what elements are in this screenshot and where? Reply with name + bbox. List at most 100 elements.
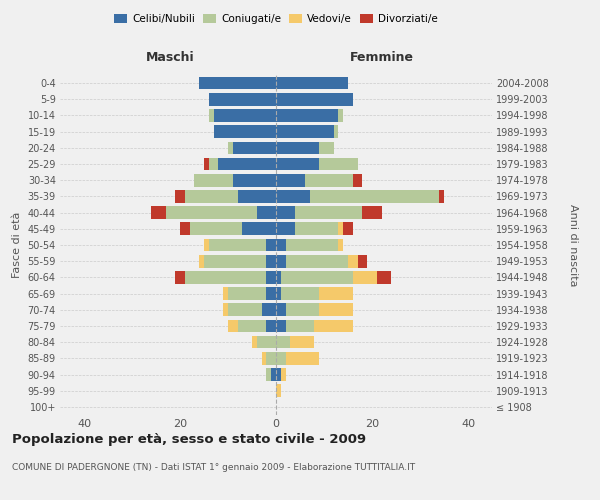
Bar [276, 190, 439, 202]
Bar [199, 77, 276, 90]
Bar [276, 109, 338, 122]
Bar [228, 142, 276, 154]
Bar [199, 255, 276, 268]
Bar [276, 206, 362, 219]
Bar [276, 77, 348, 90]
Bar [276, 352, 319, 364]
Bar [276, 222, 338, 235]
Bar [276, 320, 314, 332]
Bar [276, 126, 338, 138]
Bar [175, 271, 276, 283]
Bar [276, 368, 281, 381]
Bar [276, 206, 382, 219]
Bar [209, 109, 276, 122]
Bar [194, 174, 276, 186]
Bar [204, 238, 276, 252]
Bar [276, 206, 295, 219]
Bar [209, 158, 276, 170]
Bar [276, 320, 353, 332]
Bar [209, 93, 276, 106]
Bar [166, 206, 276, 219]
Bar [266, 368, 276, 381]
Bar [276, 158, 319, 170]
Text: COMUNE DI PADERGNONE (TN) - Dati ISTAT 1° gennaio 2009 - Elaborazione TUTTITALIA: COMUNE DI PADERGNONE (TN) - Dati ISTAT 1… [12, 463, 415, 472]
Bar [276, 142, 319, 154]
Bar [276, 77, 348, 90]
Bar [276, 271, 377, 283]
Bar [276, 93, 353, 106]
Bar [276, 271, 391, 283]
Bar [204, 238, 276, 252]
Bar [276, 190, 310, 202]
Bar [209, 93, 276, 106]
Bar [276, 255, 358, 268]
Bar [276, 142, 334, 154]
Bar [276, 255, 348, 268]
Bar [276, 126, 338, 138]
Bar [276, 174, 362, 186]
Bar [262, 352, 276, 364]
Bar [228, 142, 276, 154]
Bar [276, 336, 314, 348]
Bar [194, 174, 276, 186]
Bar [238, 320, 276, 332]
Bar [276, 288, 319, 300]
Bar [209, 158, 276, 170]
Bar [276, 255, 367, 268]
Bar [194, 174, 276, 186]
Bar [204, 158, 276, 170]
Bar [276, 190, 444, 202]
Bar [209, 109, 276, 122]
Bar [276, 174, 353, 186]
Bar [238, 190, 276, 202]
Bar [214, 109, 276, 122]
Bar [223, 288, 276, 300]
Bar [199, 255, 276, 268]
Bar [276, 304, 286, 316]
Bar [276, 190, 439, 202]
Bar [204, 255, 276, 268]
Text: Popolazione per età, sesso e stato civile - 2009: Popolazione per età, sesso e stato civil… [12, 432, 366, 446]
Bar [276, 288, 353, 300]
Text: Maschi: Maschi [146, 50, 195, 64]
Bar [180, 222, 276, 235]
Bar [214, 126, 276, 138]
Bar [185, 271, 276, 283]
Bar [233, 142, 276, 154]
Bar [166, 206, 276, 219]
Bar [228, 320, 276, 332]
Bar [276, 368, 281, 381]
Y-axis label: Fasce di età: Fasce di età [12, 212, 22, 278]
Bar [276, 174, 353, 186]
Bar [228, 320, 276, 332]
Bar [276, 77, 348, 90]
Bar [214, 126, 276, 138]
Bar [276, 93, 353, 106]
Bar [276, 222, 343, 235]
Bar [185, 190, 276, 202]
Bar [223, 304, 276, 316]
Bar [276, 222, 295, 235]
Bar [276, 93, 353, 106]
Bar [190, 222, 276, 235]
Bar [276, 304, 319, 316]
Bar [185, 190, 276, 202]
Bar [199, 77, 276, 90]
Bar [276, 142, 334, 154]
Bar [266, 288, 276, 300]
Bar [151, 206, 276, 219]
Bar [218, 158, 276, 170]
Bar [276, 384, 281, 397]
Bar [223, 304, 276, 316]
Bar [276, 304, 353, 316]
Bar [276, 352, 286, 364]
Bar [209, 93, 276, 106]
Bar [276, 77, 348, 90]
Bar [276, 271, 281, 283]
Bar [276, 238, 343, 252]
Bar [276, 126, 338, 138]
Bar [276, 109, 343, 122]
Bar [276, 109, 343, 122]
Bar [276, 320, 353, 332]
Bar [175, 190, 276, 202]
